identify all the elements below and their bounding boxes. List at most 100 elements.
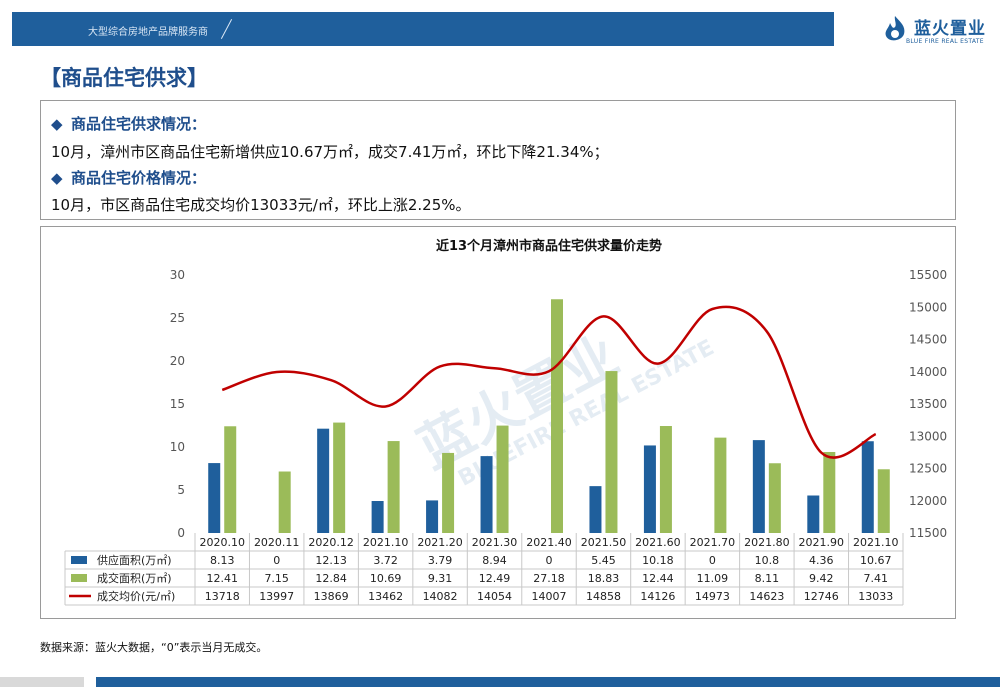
y-right-tick-label: 13000 [909, 429, 947, 443]
legend-label: 供应面积(万㎡) [97, 553, 172, 567]
data-label: 14623 [749, 590, 784, 603]
header-tagline: 大型综合房地产品牌服务商 [88, 27, 208, 38]
summary-text-supply: 10月，漳州市区商品住宅新增供应10.67万㎡，成交7.41万㎡，环比下降21.… [51, 143, 609, 161]
data-label: 13869 [314, 590, 349, 603]
bar-deal [387, 441, 400, 533]
brand-name: 蓝火置业 [914, 19, 986, 39]
data-label: 14858 [586, 590, 621, 603]
x-tick-label: 2021.40 [526, 536, 572, 549]
y-left-tick-label: 10 [170, 440, 185, 454]
data-label: 10.8 [755, 554, 780, 567]
data-label: 0 [709, 554, 716, 567]
bar-deal [659, 426, 672, 533]
summary-box: ◆ 商品住宅供求情况： 10月，漳州市区商品住宅新增供应10.67万㎡，成交7.4… [40, 100, 956, 220]
legend-swatch-deal [71, 574, 87, 582]
bar-supply [426, 500, 439, 533]
data-label: 14082 [423, 590, 458, 603]
data-label: 10.69 [370, 572, 402, 585]
y-right-tick-label: 12500 [909, 462, 947, 476]
data-label: 0 [546, 554, 553, 567]
y-right-tick-label: 12000 [909, 494, 947, 508]
x-tick-label: 2021.10 [853, 536, 899, 549]
data-label: 13718 [205, 590, 240, 603]
summary-heading-price: ◆ 商品住宅价格情况： [51, 169, 207, 187]
data-label: 12.13 [315, 554, 347, 567]
bar-deal [333, 422, 346, 533]
x-tick-label: 2021.90 [799, 536, 845, 549]
chart-title: 近13个月漳州市商品住宅供求量价走势 [436, 238, 662, 254]
y-left-tick-label: 25 [170, 311, 185, 325]
bar-deal [605, 371, 618, 533]
y-right-tick-label: 13500 [909, 397, 947, 411]
legend-swatch-supply [71, 556, 87, 564]
data-label: 12746 [804, 590, 839, 603]
x-tick-label: 2020.11 [254, 536, 300, 549]
page-title: 【商品住宅供求】 [40, 66, 208, 90]
bar-supply [371, 501, 384, 533]
y-left-tick-label: 5 [177, 483, 185, 497]
footer-bar-gray [0, 677, 84, 687]
data-label: 3.72 [373, 554, 398, 567]
y-right-tick-label: 15500 [909, 268, 947, 282]
x-tick-label: 2021.30 [472, 536, 518, 549]
x-tick-label: 2020.10 [199, 536, 245, 549]
y-right-tick-label: 14500 [909, 333, 947, 347]
y-left-tick-label: 15 [170, 397, 185, 411]
flame-icon [885, 16, 905, 41]
y-right-tick-label: 15000 [909, 300, 947, 314]
bar-deal [877, 469, 890, 533]
bar-supply [480, 456, 493, 533]
data-label: 9.42 [809, 572, 834, 585]
diamond-bullet-icon: ◆ [51, 169, 63, 187]
data-label: 12.41 [206, 572, 238, 585]
bar-supply [643, 445, 656, 533]
x-tick-label: 2020.12 [308, 536, 354, 549]
bar-deal [278, 471, 291, 533]
x-tick-label: 2021.70 [690, 536, 736, 549]
summary-text-price: 10月，市区商品住宅成交均价13033元/㎡，环比上涨2.25%。 [51, 196, 471, 214]
data-label: 0 [273, 554, 280, 567]
bar-deal [714, 437, 727, 533]
x-tick-label: 2021.10 [363, 536, 409, 549]
data-label: 8.13 [210, 554, 235, 567]
data-label: 13462 [368, 590, 403, 603]
data-label: 13997 [259, 590, 294, 603]
bar-deal [224, 426, 237, 533]
data-label: 14007 [532, 590, 567, 603]
data-label: 10.67 [860, 554, 892, 567]
bar-deal [823, 451, 836, 533]
y-left-tick-label: 30 [170, 268, 185, 282]
header-bar [12, 12, 834, 46]
bar-supply [752, 440, 765, 533]
legend-label: 成交面积(万㎡) [97, 571, 172, 585]
x-tick-label: 2021.60 [635, 536, 681, 549]
summary-heading-supply: ◆ 商品住宅供求情况： [51, 115, 207, 133]
bar-deal [768, 463, 781, 533]
data-label: 5.45 [591, 554, 616, 567]
y-right-tick-label: 11500 [909, 526, 947, 540]
y-right-tick-label: 14000 [909, 365, 947, 379]
bar-deal [551, 299, 563, 533]
diamond-bullet-icon: ◆ [51, 115, 63, 133]
data-label: 12.84 [315, 572, 347, 585]
data-source-note: 数据来源：蓝火大数据，“0”表示当月无成交。 [40, 641, 268, 654]
data-label: 13033 [858, 590, 893, 603]
data-label: 8.11 [755, 572, 780, 585]
bar-supply [208, 463, 221, 533]
data-label: 14973 [695, 590, 730, 603]
bar-supply [589, 486, 602, 533]
data-label: 3.79 [428, 554, 453, 567]
data-label: 14054 [477, 590, 512, 603]
bar-deal [442, 452, 455, 533]
data-label: 12.49 [479, 572, 511, 585]
bar-deal [496, 425, 509, 533]
data-label: 12.44 [642, 572, 674, 585]
data-label: 27.18 [533, 572, 565, 585]
data-label: 9.31 [428, 572, 453, 585]
data-label: 8.94 [482, 554, 507, 567]
x-tick-label: 2021.20 [417, 536, 463, 549]
x-tick-label: 2021.50 [581, 536, 627, 549]
data-label: 18.83 [588, 572, 620, 585]
bar-supply [861, 441, 874, 533]
bar-supply [317, 428, 330, 533]
